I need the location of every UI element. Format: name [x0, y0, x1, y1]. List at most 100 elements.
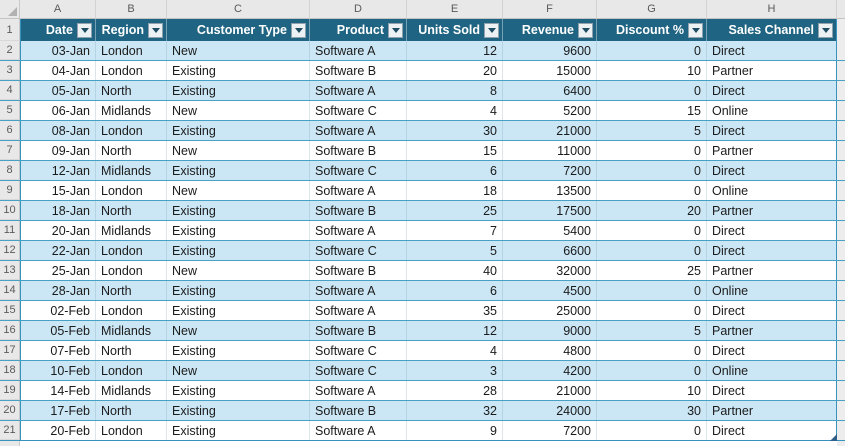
cell-G21[interactable]: 0 — [597, 421, 707, 440]
cell-E11[interactable]: 7 — [407, 221, 503, 240]
cell-F11[interactable]: 5400 — [503, 221, 597, 240]
cell-C19[interactable]: Existing — [167, 381, 310, 400]
cell-A17[interactable]: 07-Feb — [20, 341, 96, 360]
cell-H11[interactable]: Direct — [707, 221, 837, 240]
row-number-11[interactable]: 11 — [0, 221, 20, 240]
cell-D16[interactable]: Software B — [310, 321, 407, 340]
cell-A2[interactable]: 03-Jan — [20, 41, 96, 60]
row-number-8[interactable]: 8 — [0, 161, 20, 180]
cell-E4[interactable]: 8 — [407, 81, 503, 100]
cell-G4[interactable]: 0 — [597, 81, 707, 100]
cell-E19[interactable]: 28 — [407, 381, 503, 400]
cell-D20[interactable]: Software B — [310, 401, 407, 420]
cell-G12[interactable]: 0 — [597, 241, 707, 260]
cell-B14[interactable]: North — [96, 281, 167, 300]
cell-D2[interactable]: Software A — [310, 41, 407, 60]
cell-A20[interactable]: 17-Feb — [20, 401, 96, 420]
cell-C10[interactable]: Existing — [167, 201, 310, 220]
cell-G3[interactable]: 10 — [597, 61, 707, 80]
column-header-C[interactable]: C — [167, 0, 310, 19]
cell-G15[interactable]: 0 — [597, 301, 707, 320]
filter-dropdown-button[interactable] — [818, 22, 833, 38]
cell-B5[interactable]: Midlands — [96, 101, 167, 120]
cell-C3[interactable]: Existing — [167, 61, 310, 80]
cell-G13[interactable]: 25 — [597, 261, 707, 280]
cell-H20[interactable]: Partner — [707, 401, 837, 420]
cell-F8[interactable]: 7200 — [503, 161, 597, 180]
cell-F10[interactable]: 17500 — [503, 201, 597, 220]
cell-E13[interactable]: 40 — [407, 261, 503, 280]
cell-C7[interactable]: New — [167, 141, 310, 160]
cell-B11[interactable]: Midlands — [96, 221, 167, 240]
cell-A18[interactable]: 10-Feb — [20, 361, 96, 380]
table-header-cell-sales-channel[interactable]: Sales Channel — [707, 19, 837, 41]
cell-F3[interactable]: 15000 — [503, 61, 597, 80]
row-number-5[interactable]: 5 — [0, 101, 20, 120]
cell-C21[interactable]: Existing — [167, 421, 310, 440]
row-number-17[interactable]: 17 — [0, 341, 20, 360]
cell-D13[interactable]: Software B — [310, 261, 407, 280]
cell-F9[interactable]: 13500 — [503, 181, 597, 200]
cell-E21[interactable]: 9 — [407, 421, 503, 440]
row-number-1[interactable]: 1 — [0, 19, 20, 41]
cell-E16[interactable]: 12 — [407, 321, 503, 340]
cell-B9[interactable]: London — [96, 181, 167, 200]
cell-D15[interactable]: Software A — [310, 301, 407, 320]
cell-H6[interactable]: Direct — [707, 121, 837, 140]
table-resize-handle-icon[interactable] — [830, 434, 837, 441]
table-header-cell-customer-type[interactable]: Customer Type — [167, 19, 310, 41]
cell-H4[interactable]: Direct — [707, 81, 837, 100]
cell-A3[interactable]: 04-Jan — [20, 61, 96, 80]
cell-C16[interactable]: New — [167, 321, 310, 340]
cell-A5[interactable]: 06-Jan — [20, 101, 96, 120]
row-number-7[interactable]: 7 — [0, 141, 20, 160]
row-number-9[interactable]: 9 — [0, 181, 20, 200]
filter-dropdown-button[interactable] — [388, 22, 403, 38]
cell-B4[interactable]: North — [96, 81, 167, 100]
column-header-F[interactable]: F — [503, 0, 597, 19]
cell-G16[interactable]: 5 — [597, 321, 707, 340]
cell-C12[interactable]: Existing — [167, 241, 310, 260]
cell-E6[interactable]: 30 — [407, 121, 503, 140]
cell-G14[interactable]: 0 — [597, 281, 707, 300]
cell-H15[interactable]: Direct — [707, 301, 837, 320]
cell-A16[interactable]: 05-Feb — [20, 321, 96, 340]
cell-H2[interactable]: Direct — [707, 41, 837, 60]
cell-E10[interactable]: 25 — [407, 201, 503, 220]
filter-dropdown-button[interactable] — [484, 22, 499, 38]
cell-D17[interactable]: Software C — [310, 341, 407, 360]
row-number-14[interactable]: 14 — [0, 281, 20, 300]
row-number-6[interactable]: 6 — [0, 121, 20, 140]
cell-D4[interactable]: Software A — [310, 81, 407, 100]
cell-F13[interactable]: 32000 — [503, 261, 597, 280]
cell-H18[interactable]: Online — [707, 361, 837, 380]
cell-G8[interactable]: 0 — [597, 161, 707, 180]
row-number-20[interactable]: 20 — [0, 401, 20, 420]
cell-F20[interactable]: 24000 — [503, 401, 597, 420]
cell-H7[interactable]: Partner — [707, 141, 837, 160]
cell-H21[interactable]: Direct — [707, 421, 837, 440]
cell-H8[interactable]: Direct — [707, 161, 837, 180]
row-number-21[interactable]: 21 — [0, 421, 20, 440]
cell-D12[interactable]: Software C — [310, 241, 407, 260]
column-header-A[interactable]: A — [20, 0, 96, 19]
cell-B21[interactable]: London — [96, 421, 167, 440]
filter-dropdown-button[interactable] — [291, 22, 306, 38]
column-header-E[interactable]: E — [407, 0, 503, 19]
filter-dropdown-button[interactable] — [148, 22, 163, 38]
filter-dropdown-button[interactable] — [578, 22, 593, 38]
filter-dropdown-button[interactable] — [77, 22, 92, 38]
row-number-13[interactable]: 13 — [0, 261, 20, 280]
column-header-D[interactable]: D — [310, 0, 407, 19]
row-number-16[interactable]: 16 — [0, 321, 20, 340]
cell-D5[interactable]: Software C — [310, 101, 407, 120]
cell-G19[interactable]: 10 — [597, 381, 707, 400]
cell-E8[interactable]: 6 — [407, 161, 503, 180]
cell-A14[interactable]: 28-Jan — [20, 281, 96, 300]
cell-A4[interactable]: 05-Jan — [20, 81, 96, 100]
column-header-G[interactable]: G — [597, 0, 707, 19]
cell-H16[interactable]: Partner — [707, 321, 837, 340]
cell-A12[interactable]: 22-Jan — [20, 241, 96, 260]
cell-D11[interactable]: Software A — [310, 221, 407, 240]
cell-E7[interactable]: 15 — [407, 141, 503, 160]
